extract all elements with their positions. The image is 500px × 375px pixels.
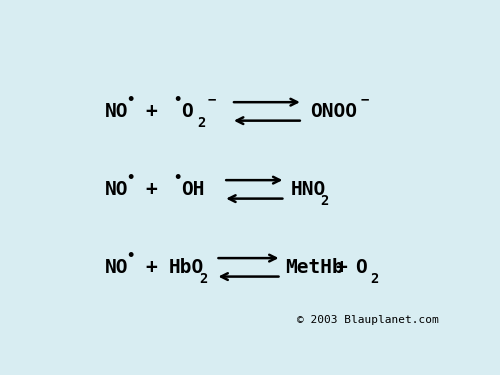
- Text: 2: 2: [320, 194, 328, 208]
- Text: −: −: [208, 93, 216, 107]
- Text: O: O: [180, 102, 192, 121]
- Text: HNO: HNO: [291, 180, 326, 199]
- Text: +: +: [336, 258, 347, 277]
- Text: MetHb: MetHb: [286, 258, 344, 277]
- Text: 2: 2: [370, 272, 378, 286]
- Text: © 2003 Blauplanet.com: © 2003 Blauplanet.com: [296, 315, 438, 325]
- Text: NO: NO: [105, 258, 128, 277]
- Text: 2: 2: [198, 116, 205, 130]
- Text: NO: NO: [105, 102, 128, 121]
- Text: •: •: [173, 171, 182, 185]
- Text: ONOO: ONOO: [310, 102, 358, 121]
- Text: +: +: [146, 180, 158, 199]
- Text: +: +: [146, 102, 158, 121]
- Text: HbO: HbO: [169, 258, 204, 277]
- Text: •: •: [173, 93, 182, 107]
- Text: +: +: [146, 258, 158, 277]
- Text: −: −: [361, 93, 369, 107]
- Text: OH: OH: [180, 180, 204, 199]
- Text: •: •: [126, 93, 135, 107]
- Text: •: •: [126, 249, 135, 263]
- Text: NO: NO: [105, 180, 128, 199]
- Text: •: •: [126, 171, 135, 185]
- Text: 2: 2: [200, 272, 207, 286]
- Text: O: O: [355, 258, 367, 277]
